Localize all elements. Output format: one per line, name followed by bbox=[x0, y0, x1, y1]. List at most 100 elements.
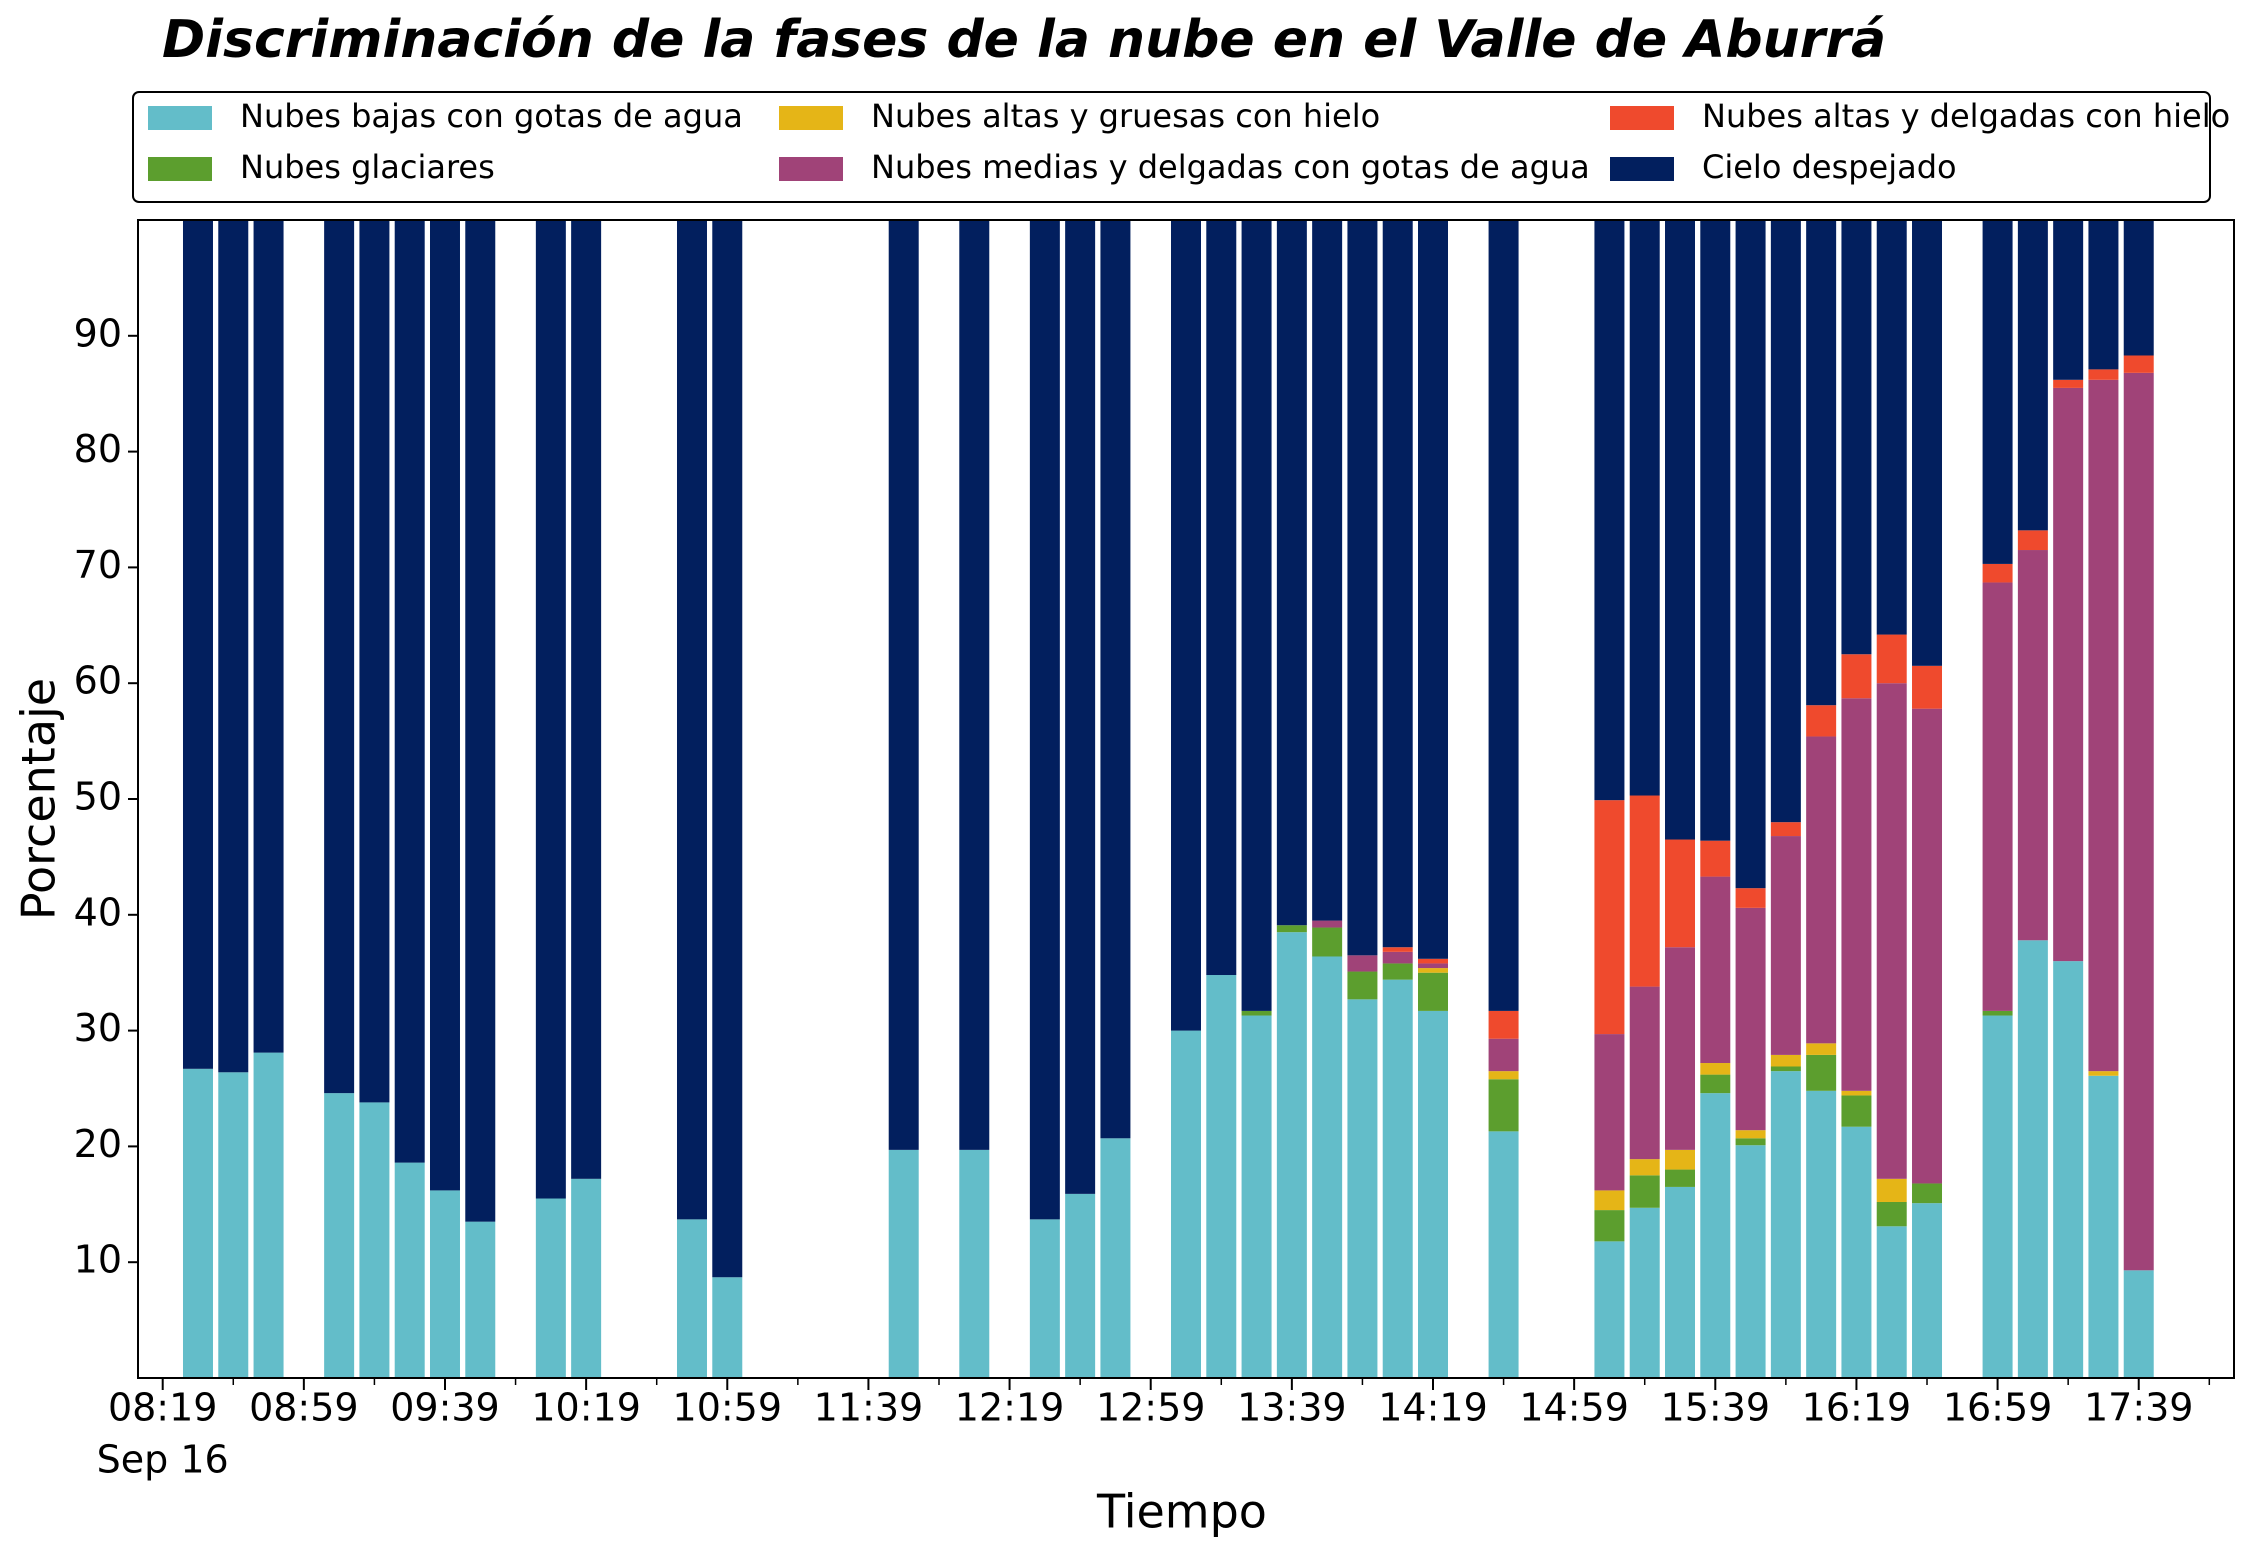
legend-swatch bbox=[1610, 157, 1674, 181]
bar-segment bbox=[1029, 220, 1060, 1220]
bar-segment bbox=[1876, 634, 1907, 684]
bar-segment bbox=[253, 220, 284, 1053]
x-tick-label: 10:59 bbox=[673, 1386, 783, 1430]
bar-segment bbox=[1418, 220, 1448, 959]
bar-segment bbox=[1806, 1054, 1837, 1091]
bar-segment bbox=[2123, 1270, 2154, 1378]
bar-segment bbox=[1029, 1219, 1060, 1378]
bar-segment bbox=[2017, 940, 2048, 1378]
bar-segment bbox=[218, 220, 249, 1073]
bar-segment bbox=[1841, 1126, 1872, 1378]
bar-segment bbox=[1594, 1210, 1625, 1242]
bar-segment bbox=[1418, 972, 1448, 1011]
bar-segment bbox=[1665, 1186, 1696, 1378]
x-axis-label: Tiempo bbox=[1096, 1485, 1267, 1539]
bar-segment bbox=[1700, 1063, 1731, 1075]
bar-segment bbox=[1629, 1175, 1660, 1208]
bar-segment bbox=[1629, 220, 1660, 796]
bar-segment bbox=[429, 1190, 460, 1378]
bar-segment bbox=[959, 220, 990, 1150]
y-tick-label: 10 bbox=[74, 1238, 122, 1282]
chart-title: Discriminación de la fases de la nube en… bbox=[162, 10, 1886, 70]
bar-segment bbox=[1594, 800, 1625, 1035]
bar-segment bbox=[1665, 220, 1696, 840]
x-tick-label: 08:59 bbox=[249, 1386, 359, 1430]
bar-segment bbox=[1312, 920, 1343, 928]
bar-segment bbox=[571, 1178, 602, 1378]
bar-segment bbox=[1770, 1071, 1801, 1378]
bar-segment bbox=[2088, 1071, 2119, 1076]
bar-segment bbox=[1382, 947, 1413, 952]
bar-segment bbox=[1841, 698, 1872, 1091]
bar-segment bbox=[1665, 947, 1696, 1150]
bar-segment bbox=[1488, 1038, 1519, 1072]
bar-segment bbox=[1382, 951, 1413, 964]
bar-segment bbox=[2053, 387, 2084, 962]
bar-segment bbox=[1841, 654, 1872, 699]
bar-segment bbox=[1347, 999, 1378, 1378]
bar-segment bbox=[1982, 220, 2013, 564]
bar-segment bbox=[1347, 971, 1378, 1000]
bar-segment bbox=[1700, 220, 1731, 841]
bar-segment bbox=[2017, 220, 2048, 531]
bar-segment bbox=[1665, 1169, 1696, 1187]
legend-box bbox=[132, 91, 2211, 203]
y-tick-label: 50 bbox=[74, 775, 122, 819]
legend-swatch bbox=[148, 157, 212, 181]
x-tick-label: 10:19 bbox=[531, 1386, 641, 1430]
bar-segment bbox=[465, 1221, 496, 1378]
bar-segment bbox=[1982, 1015, 2013, 1378]
bar-segment bbox=[1629, 795, 1660, 987]
bar-segment bbox=[1418, 963, 1448, 969]
bar-segment bbox=[1418, 958, 1448, 964]
x-tick-label: 14:59 bbox=[1519, 1386, 1629, 1430]
bar-segment bbox=[1735, 220, 1766, 889]
bar-segment bbox=[2123, 220, 2154, 356]
bar-segment bbox=[2088, 220, 2119, 370]
bar-segment bbox=[1488, 1131, 1519, 1378]
bar-segment bbox=[1382, 979, 1413, 1378]
bar-segment bbox=[1982, 563, 2013, 583]
bar-segment bbox=[2053, 379, 2084, 388]
bar-segment bbox=[1241, 1015, 1272, 1378]
bar-segment bbox=[1806, 736, 1837, 1044]
x-date-label: Sep 16 bbox=[97, 1438, 229, 1482]
bar-segment bbox=[535, 220, 566, 1199]
y-axis-label: Porcentaje bbox=[12, 678, 66, 920]
x-tick-label: 12:59 bbox=[1096, 1386, 1206, 1430]
bar-segment bbox=[1382, 220, 1413, 948]
y-tick-label: 90 bbox=[74, 311, 122, 355]
bar-segment bbox=[1982, 1010, 2013, 1016]
legend-label: Nubes medias y delgadas con gotas de agu… bbox=[871, 148, 1590, 186]
bar-segment bbox=[1241, 220, 1272, 1011]
bar-segment bbox=[1594, 1190, 1625, 1211]
bar-segment bbox=[359, 1102, 390, 1378]
bar-segment bbox=[1594, 1034, 1625, 1191]
y-tick-label: 20 bbox=[74, 1122, 122, 1166]
bar-segment bbox=[1488, 1071, 1519, 1080]
bar-segment bbox=[1735, 1130, 1766, 1139]
bar-segment bbox=[1276, 932, 1307, 1378]
bar-segment bbox=[1276, 220, 1307, 926]
bar-segment bbox=[1665, 839, 1696, 948]
bar-segment bbox=[1806, 705, 1837, 737]
bar-segment bbox=[1912, 708, 1943, 1184]
bar-segment bbox=[1770, 1054, 1801, 1067]
legend-label: Nubes altas y gruesas con hielo bbox=[871, 97, 1380, 135]
bar-segment bbox=[1700, 840, 1731, 877]
bar-segment bbox=[676, 1219, 707, 1378]
bar-segment bbox=[2053, 220, 2084, 380]
bar-segment bbox=[465, 220, 496, 1222]
bar-segment bbox=[2123, 355, 2154, 373]
x-tick-label: 16:59 bbox=[1943, 1386, 2053, 1430]
x-tick-label: 15:39 bbox=[1661, 1386, 1771, 1430]
legend-swatch bbox=[1610, 106, 1674, 130]
bar-segment bbox=[429, 220, 460, 1191]
bar-segment bbox=[1629, 1207, 1660, 1378]
bar-segment bbox=[1312, 956, 1343, 1378]
x-tick-label: 08:19 bbox=[108, 1386, 218, 1430]
bar-segment bbox=[1418, 968, 1448, 973]
bar-segment bbox=[1735, 888, 1766, 908]
legend-label: Nubes altas y delgadas con hielo bbox=[1702, 97, 2230, 135]
bar-segment bbox=[394, 1162, 425, 1378]
